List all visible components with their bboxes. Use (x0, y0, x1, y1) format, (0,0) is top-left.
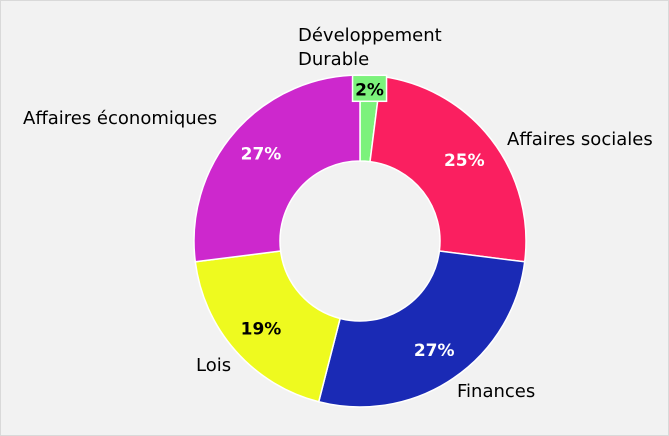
category-label-lois: Lois (196, 355, 231, 376)
value-label-developpement-durable: 2% (355, 80, 384, 100)
slice-affaires-economiques (193, 74, 361, 263)
value-label-finances: 27% (414, 341, 455, 361)
slice-finances (317, 250, 526, 408)
slice-affaires-sociales (369, 75, 527, 263)
percent-labels-group: 2% 25% 27% 19% 27% (241, 74, 485, 361)
value-label-lois: 19% (241, 319, 282, 339)
slices-group (193, 74, 527, 408)
category-labels-group: Développement Durable Affaires sociales Fin… (23, 25, 653, 402)
slice-lois (194, 250, 342, 403)
category-label-affaires-economiques: Affaires économiques (23, 108, 217, 129)
value-label-box-developpement-durable (351, 74, 388, 103)
value-label-affaires-economiques: 27% (241, 145, 282, 165)
category-label-developpement-durable: Développement Durable (298, 25, 442, 70)
category-label-affaires-sociales: Affaires sociales (507, 129, 653, 150)
category-label-finances: Finances (457, 381, 535, 402)
value-label-affaires-sociales: 25% (444, 151, 485, 171)
